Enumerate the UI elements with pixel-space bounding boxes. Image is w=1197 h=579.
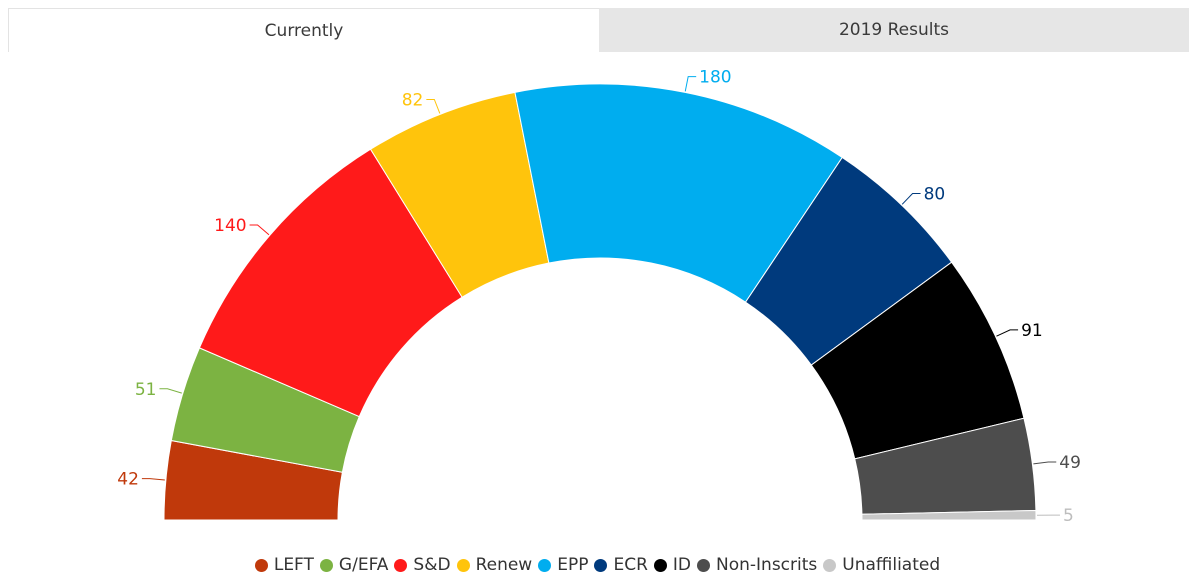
legend-dot-icon bbox=[456, 558, 470, 572]
legend-dot-icon bbox=[697, 558, 711, 572]
legend-dot-icon bbox=[319, 558, 333, 572]
legend-label: G/EFA bbox=[338, 555, 389, 575]
leader-line-g-efa bbox=[159, 388, 182, 394]
legend-item-unaffiliated[interactable]: Unaffiliated bbox=[823, 555, 940, 575]
leader-line-epp bbox=[684, 76, 697, 92]
value-label-unaffiliated: 5 bbox=[1063, 506, 1074, 526]
legend-label: Renew bbox=[475, 555, 533, 575]
legend-label: Non-Inscrits bbox=[716, 555, 818, 575]
legend-label: ID bbox=[672, 555, 692, 575]
legend-dot-icon bbox=[254, 558, 268, 572]
legend-dot-icon bbox=[394, 558, 408, 572]
legend-label: Unaffiliated bbox=[842, 555, 941, 575]
legend-item-ecr[interactable]: ECR bbox=[594, 555, 648, 575]
leader-line-left bbox=[141, 478, 165, 481]
legend-dot-icon bbox=[653, 558, 667, 572]
legend-item-id[interactable]: ID bbox=[653, 555, 692, 575]
chart-legend: LEFT G/EFA S&D Renew EPP ECR ID Non-Inscrits Una… bbox=[0, 552, 1197, 578]
tab-2019-results[interactable]: 2019 Results bbox=[599, 8, 1189, 52]
value-label-id: 91 bbox=[1021, 321, 1043, 341]
leader-line-id bbox=[996, 329, 1019, 337]
legend-item-s-d[interactable]: S&D bbox=[394, 555, 451, 575]
leader-line-renew bbox=[426, 98, 441, 114]
value-label-renew: 82 bbox=[402, 90, 424, 110]
legend-label: ECR bbox=[613, 555, 648, 575]
leader-line-non-inscrits bbox=[1033, 461, 1057, 465]
leader-line-ecr bbox=[901, 192, 921, 205]
legend-dot-icon bbox=[538, 558, 552, 572]
legend-item-left[interactable]: LEFT bbox=[254, 555, 314, 575]
value-label-left: 42 bbox=[117, 470, 139, 490]
value-label-epp: 180 bbox=[699, 68, 731, 88]
leader-line-s-d bbox=[249, 224, 270, 236]
legend-item-non-inscrits[interactable]: Non-Inscrits bbox=[697, 555, 817, 575]
legend-dot-icon bbox=[594, 558, 608, 572]
legend-item-renew[interactable]: Renew bbox=[456, 555, 533, 575]
tab-currently[interactable]: Currently bbox=[8, 8, 599, 52]
legend-item-epp[interactable]: EPP bbox=[538, 555, 588, 575]
value-label-non-inscrits: 49 bbox=[1059, 453, 1081, 473]
value-label-g-efa: 51 bbox=[135, 380, 157, 400]
legend-item-g-efa[interactable]: G/EFA bbox=[319, 555, 389, 575]
legend-label: S&D bbox=[413, 555, 451, 575]
legend-label: LEFT bbox=[273, 555, 314, 575]
value-label-s-d: 140 bbox=[214, 216, 246, 236]
value-label-ecr: 80 bbox=[924, 184, 946, 204]
slice-unaffiliated[interactable] bbox=[861, 509, 1037, 521]
legend-dot-icon bbox=[823, 558, 837, 572]
tab-bar: Currently 2019 Results bbox=[8, 8, 1189, 52]
legend-label: EPP bbox=[557, 555, 589, 575]
